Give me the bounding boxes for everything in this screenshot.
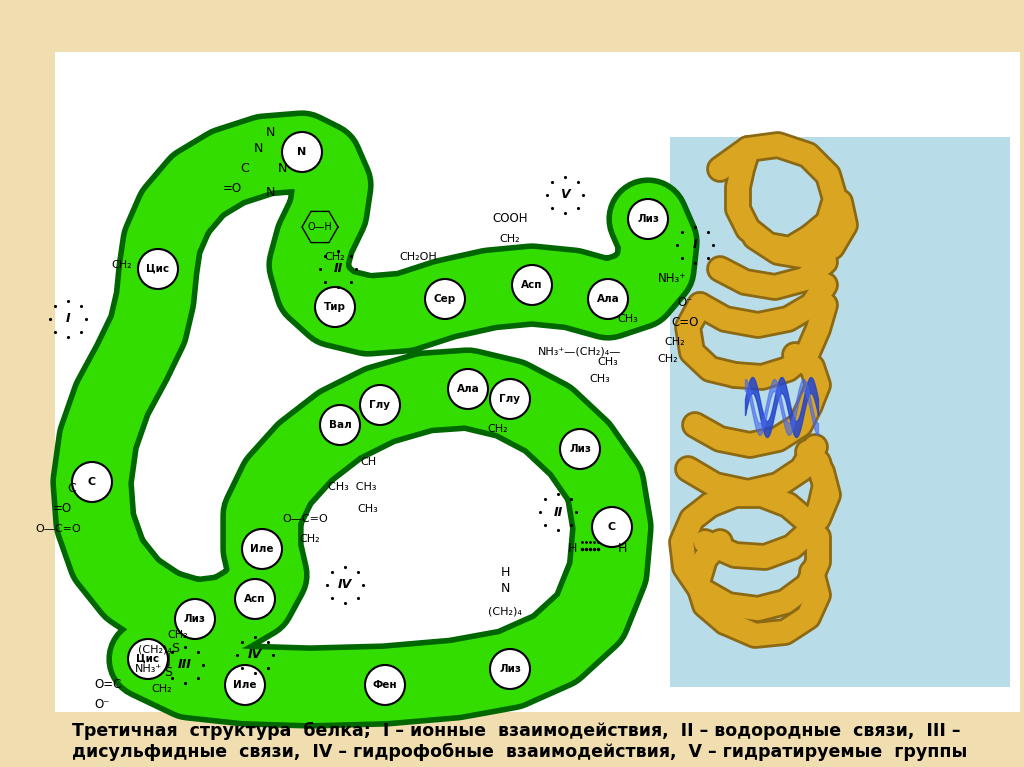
Circle shape (365, 665, 406, 705)
Circle shape (175, 599, 215, 639)
Circle shape (560, 429, 600, 469)
Text: II: II (553, 505, 562, 518)
Text: O—H: O—H (307, 222, 333, 232)
Text: CH₂OH: CH₂OH (399, 252, 437, 262)
Text: Асп: Асп (245, 594, 266, 604)
Text: Цис: Цис (136, 654, 160, 664)
Text: O—C=O: O—C=O (283, 514, 328, 524)
Circle shape (138, 249, 178, 289)
Text: C: C (68, 482, 77, 495)
Circle shape (592, 507, 632, 547)
Text: NH₃⁺—(CH₂)₄—: NH₃⁺—(CH₂)₄— (538, 347, 622, 357)
Text: Третичная  структура  белка;  I – ионные  взаимодействия,  II – водородные  связ: Третичная структура белка; I – ионные вз… (72, 722, 968, 761)
Text: NH₃⁺: NH₃⁺ (134, 664, 162, 674)
Circle shape (234, 579, 275, 619)
Text: N: N (265, 126, 274, 139)
Text: CH₃: CH₃ (590, 374, 610, 384)
Circle shape (490, 649, 530, 689)
Circle shape (72, 462, 112, 502)
Text: Сер: Сер (434, 294, 456, 304)
Text: Ала: Ала (597, 294, 620, 304)
Text: CH₂: CH₂ (665, 337, 685, 347)
Text: I: I (66, 312, 71, 325)
Text: Иле: Иле (233, 680, 257, 690)
Circle shape (449, 369, 488, 409)
Circle shape (425, 279, 465, 319)
Text: Асп: Асп (521, 280, 543, 290)
Text: H: H (617, 542, 627, 555)
Text: C: C (241, 163, 250, 176)
Text: (CH₂)₄: (CH₂)₄ (138, 644, 172, 654)
Circle shape (225, 665, 265, 705)
Bar (670, 137, 1010, 687)
Circle shape (319, 405, 360, 445)
Text: Лиз: Лиз (637, 214, 658, 224)
Text: CH₂: CH₂ (500, 234, 520, 244)
Text: NH₃⁺: NH₃⁺ (657, 272, 686, 285)
Text: Ала: Ала (457, 384, 479, 394)
Text: N: N (297, 147, 306, 157)
Text: C=O: C=O (672, 315, 698, 328)
Text: Цис: Цис (146, 264, 170, 274)
Text: CH₂: CH₂ (152, 684, 172, 694)
Text: CH₂: CH₂ (112, 260, 132, 270)
Text: H: H (567, 542, 577, 555)
Circle shape (588, 279, 628, 319)
Text: CH₃: CH₃ (357, 504, 379, 514)
Text: O—C=O: O—C=O (35, 524, 81, 534)
Text: Лиз: Лиз (569, 444, 591, 454)
Circle shape (282, 132, 322, 172)
Text: V: V (560, 189, 569, 202)
Text: Вал: Вал (329, 420, 351, 430)
Circle shape (315, 287, 355, 327)
Text: N: N (278, 163, 287, 176)
Text: S: S (164, 666, 172, 679)
Circle shape (628, 199, 668, 239)
Text: Тир: Тир (324, 302, 346, 312)
Text: =O: =O (52, 502, 72, 515)
Text: S: S (171, 643, 179, 656)
Text: III: III (178, 659, 191, 671)
Circle shape (512, 265, 552, 305)
Text: CH₃  CH₃: CH₃ CH₃ (328, 482, 376, 492)
Text: CH₂: CH₂ (325, 252, 345, 262)
Circle shape (242, 529, 282, 569)
Text: IV: IV (338, 578, 352, 591)
Text: O=C: O=C (94, 679, 122, 692)
Text: CH₂: CH₂ (168, 630, 188, 640)
Text: |: | (166, 653, 170, 666)
Text: Глу: Глу (370, 400, 390, 410)
Text: COOH: COOH (493, 212, 527, 225)
Text: =O: =O (222, 183, 242, 196)
Text: N: N (501, 582, 510, 595)
Text: II: II (334, 262, 343, 275)
Text: N: N (253, 143, 263, 156)
Text: C: C (88, 477, 96, 487)
Circle shape (128, 639, 168, 679)
Text: O⁻: O⁻ (94, 699, 110, 712)
Text: I: I (692, 239, 697, 252)
Text: C: C (608, 522, 616, 532)
Text: CH₂: CH₂ (487, 424, 508, 434)
Circle shape (360, 385, 400, 425)
Text: O⁻: O⁻ (677, 295, 693, 308)
Text: CH₃: CH₃ (598, 357, 618, 367)
Text: Фен: Фен (373, 680, 397, 690)
Text: Лиз: Лиз (499, 664, 521, 674)
Text: CH₂: CH₂ (300, 534, 321, 544)
Text: Лиз: Лиз (184, 614, 206, 624)
Text: Иле: Иле (250, 544, 273, 554)
Text: (CH₂)₄: (CH₂)₄ (488, 607, 522, 617)
Bar (55, 52, 1020, 712)
Text: IV: IV (248, 649, 262, 661)
Text: H: H (501, 565, 510, 578)
Circle shape (490, 379, 530, 419)
Text: Глу: Глу (500, 394, 520, 404)
Text: CH₃: CH₃ (617, 314, 638, 324)
Text: N: N (265, 186, 274, 199)
Text: CH: CH (360, 457, 376, 467)
Text: CH₂: CH₂ (657, 354, 678, 364)
